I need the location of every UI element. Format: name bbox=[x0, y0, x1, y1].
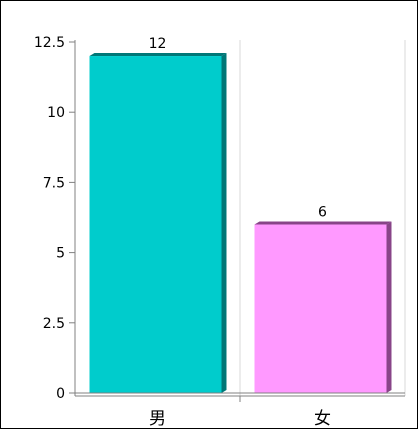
bar-side-0 bbox=[221, 53, 227, 393]
y-tick-label-1: 2.5 bbox=[43, 316, 65, 332]
bar-side-1 bbox=[386, 221, 392, 393]
y-tick-label-5: 12.5 bbox=[34, 35, 65, 51]
y-tick-label-0: 0 bbox=[56, 386, 65, 402]
y-tick-label-4: 10 bbox=[47, 105, 65, 121]
bar-1 bbox=[254, 224, 387, 393]
bar-0 bbox=[89, 56, 222, 393]
bar-top-1 bbox=[254, 221, 392, 225]
data-label-1: 6 bbox=[318, 205, 327, 221]
category-labels: 男女 bbox=[149, 409, 331, 429]
y-ticks: 0 2.5 5 7.5 10 12.5 bbox=[34, 35, 75, 402]
data-label-0: 12 bbox=[149, 36, 167, 52]
y-tick-label-3: 7.5 bbox=[43, 175, 65, 191]
bar-top-0 bbox=[89, 53, 227, 57]
category-label-0: 男 bbox=[149, 409, 166, 429]
category-label-1: 女 bbox=[314, 409, 331, 429]
y-tick-label-2: 5 bbox=[56, 246, 65, 262]
bars: 12 6 bbox=[89, 36, 392, 393]
